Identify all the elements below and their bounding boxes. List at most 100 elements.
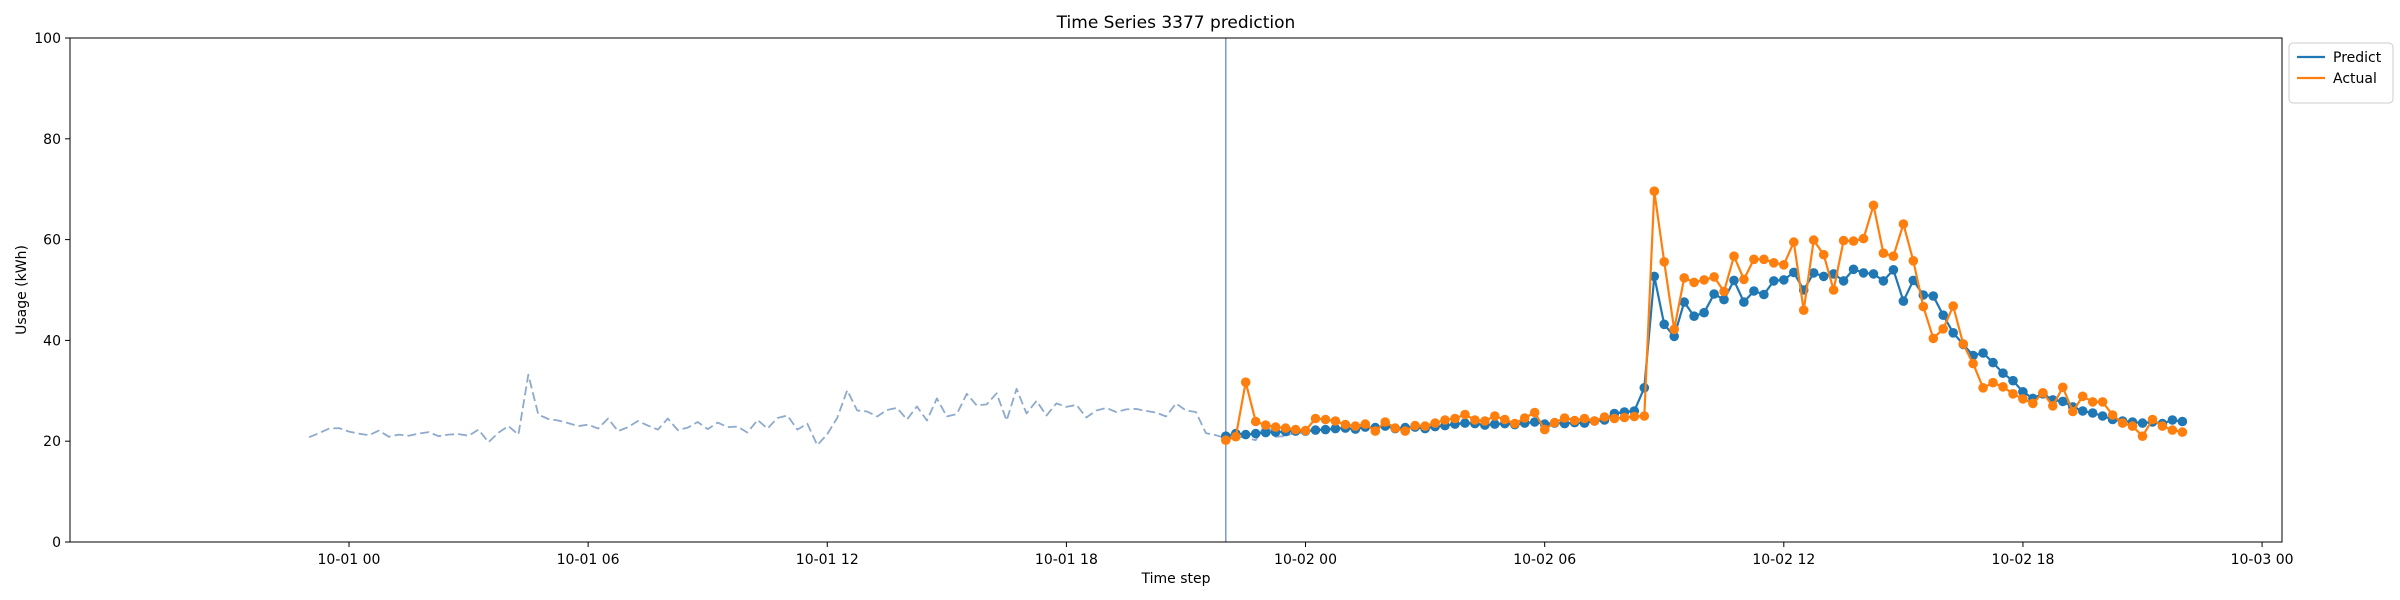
x-tick-label: 10-01 06 bbox=[557, 552, 620, 568]
data-point-actual bbox=[1679, 273, 1689, 283]
data-point-actual bbox=[1988, 377, 1998, 388]
data-point-actual bbox=[2077, 391, 2088, 402]
data-point-actual bbox=[1659, 257, 1669, 267]
data-point-actual bbox=[2177, 427, 2188, 437]
series-line-predict bbox=[1225, 268, 2183, 438]
series-predict bbox=[1221, 264, 2188, 442]
data-point-predict bbox=[1330, 423, 1341, 434]
data-point-actual bbox=[1559, 413, 1570, 423]
data-point-actual bbox=[1490, 411, 1500, 421]
data-point-actual bbox=[1519, 413, 1530, 423]
data-point-actual bbox=[1709, 272, 1719, 282]
x-axis: 10-01 00 10-01 06 10-01 12 10-01 18 10-02 00… bbox=[318, 542, 2294, 568]
data-point-actual bbox=[1729, 251, 1739, 261]
y-tick-label: 20 bbox=[43, 434, 61, 450]
data-point-actual bbox=[1400, 426, 1410, 436]
data-point-predict bbox=[1988, 357, 1998, 368]
data-point-predict bbox=[1858, 268, 1869, 278]
data-point-actual bbox=[1290, 424, 1301, 435]
legend: Predict Actual bbox=[2288, 42, 2394, 104]
data-point-actual bbox=[1529, 407, 1540, 418]
data-point-actual bbox=[1888, 251, 1899, 261]
data-point-predict bbox=[1759, 289, 1769, 300]
data-point-actual bbox=[2157, 421, 2168, 431]
data-point-actual bbox=[1470, 415, 1480, 425]
data-point-predict bbox=[1490, 419, 1500, 429]
data-point-actual bbox=[1221, 435, 1231, 446]
data-point-actual bbox=[1858, 233, 1869, 244]
data-point-actual bbox=[1579, 413, 1590, 424]
data-point-actual bbox=[1958, 339, 1968, 349]
data-point-actual bbox=[1998, 382, 2008, 392]
x-tick-label: 10-02 12 bbox=[1752, 552, 1815, 568]
data-point-actual bbox=[1968, 358, 1978, 369]
data-point-predict bbox=[1729, 275, 1739, 286]
data-point-actual bbox=[1779, 260, 1789, 270]
chart-title: Time Series 3377 prediction bbox=[1056, 13, 1296, 33]
data-point-actual bbox=[2038, 388, 2048, 398]
data-point-actual bbox=[2117, 418, 2128, 428]
data-point-actual bbox=[1450, 413, 1460, 424]
data-point-predict bbox=[1769, 276, 1779, 286]
data-point-predict bbox=[1639, 383, 1650, 393]
data-point-actual bbox=[2087, 397, 2098, 407]
data-point-predict bbox=[1739, 297, 1749, 307]
data-point-actual bbox=[1330, 416, 1341, 426]
data-point-predict bbox=[1240, 429, 1251, 440]
data-point-predict bbox=[1948, 328, 1958, 338]
data-point-actual bbox=[1739, 274, 1749, 285]
data-point-actual bbox=[2097, 397, 2108, 407]
y-tick-label: 0 bbox=[52, 535, 61, 551]
data-point-actual bbox=[2127, 421, 2138, 431]
data-point-actual bbox=[1619, 412, 1630, 423]
legend-label-predict: Predict bbox=[2333, 50, 2382, 66]
data-point-predict bbox=[1689, 311, 1699, 322]
data-point-actual bbox=[1460, 409, 1470, 420]
data-point-actual bbox=[1599, 412, 1610, 422]
data-point-actual bbox=[1868, 200, 1879, 211]
data-point-predict bbox=[1808, 268, 1819, 278]
y-tick-label: 60 bbox=[43, 233, 61, 249]
data-point-predict bbox=[1669, 331, 1679, 342]
data-point-actual bbox=[2048, 401, 2058, 411]
data-point-predict bbox=[1260, 427, 1271, 438]
data-point-actual bbox=[1808, 235, 1819, 245]
y-tick-label: 100 bbox=[34, 31, 61, 47]
data-point-actual bbox=[1689, 277, 1699, 288]
data-point-actual bbox=[1898, 219, 1909, 229]
data-point-predict bbox=[1699, 307, 1709, 318]
data-point-actual bbox=[1798, 305, 1809, 316]
data-point-predict bbox=[1878, 276, 1889, 286]
data-point-predict bbox=[2137, 418, 2148, 428]
data-point-actual bbox=[1500, 414, 1510, 425]
data-point-actual bbox=[2058, 382, 2068, 393]
data-point-predict bbox=[1928, 291, 1939, 301]
data-point-predict bbox=[1649, 271, 1660, 282]
x-tick-label: 10-03 00 bbox=[2231, 552, 2294, 568]
x-tick-label: 10-02 06 bbox=[1513, 552, 1576, 568]
data-point-predict bbox=[2058, 396, 2068, 407]
data-point-predict bbox=[1310, 425, 1321, 435]
data-point-actual bbox=[1828, 285, 1839, 295]
data-point-actual bbox=[1639, 411, 1650, 421]
x-tick-label: 10-02 00 bbox=[1274, 552, 1337, 568]
data-point-actual bbox=[1938, 324, 1948, 334]
data-point-actual bbox=[1848, 236, 1859, 246]
data-point-predict bbox=[1659, 319, 1669, 330]
data-point-actual bbox=[1589, 416, 1600, 426]
data-point-actual bbox=[2028, 398, 2038, 409]
data-point-predict bbox=[2018, 387, 2028, 397]
series-history bbox=[308, 373, 1306, 447]
data-point-actual bbox=[1260, 420, 1271, 430]
data-point-predict bbox=[2077, 406, 2088, 416]
data-point-predict bbox=[1868, 269, 1879, 279]
y-axis: 0 20 40 60 80 100 bbox=[34, 31, 70, 551]
data-point-actual bbox=[1669, 324, 1679, 335]
legend-label-actual: Actual bbox=[2333, 71, 2377, 87]
data-point-predict bbox=[1679, 297, 1689, 307]
data-point-actual bbox=[1908, 255, 1919, 266]
data-point-actual bbox=[1609, 413, 1620, 424]
data-point-actual bbox=[2167, 425, 2178, 435]
